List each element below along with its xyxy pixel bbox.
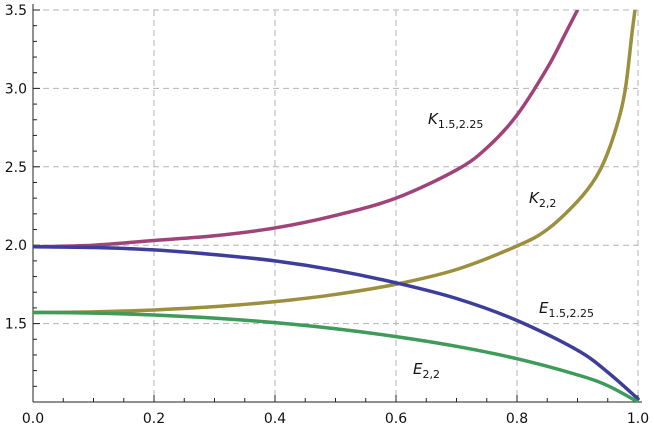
y-tick-label: 2.5 bbox=[5, 160, 27, 176]
y-tick-label: 2.0 bbox=[5, 238, 27, 254]
x-tick-label: 0.2 bbox=[143, 411, 165, 427]
x-tick-label: 0.8 bbox=[506, 411, 528, 427]
y-tick-label: 1.5 bbox=[5, 317, 27, 333]
series-line-3 bbox=[33, 245, 640, 401]
curve-label-1: K1.5,2.25 bbox=[428, 110, 483, 131]
series-lines bbox=[33, 10, 640, 402]
x-tick-label: 1.0 bbox=[627, 411, 649, 427]
x-tick-label: 0.6 bbox=[385, 411, 407, 427]
curve-label-4: E2,2 bbox=[413, 360, 440, 381]
curve-label-2: K2,2 bbox=[529, 189, 556, 210]
curve-label-3: E1.5,2.25 bbox=[539, 299, 594, 320]
y-tick-label: 3.0 bbox=[5, 81, 27, 97]
series-line-1 bbox=[33, 10, 580, 249]
ticks: 0.0 0.2 0.4 0.6 0.8 1.0 1.5 2.0 2.5 3.0 3.5 bbox=[5, 3, 649, 427]
axes bbox=[32, 4, 642, 403]
series-line-4 bbox=[33, 310, 640, 402]
x-tick-label: 0.4 bbox=[264, 411, 286, 427]
grid-lines bbox=[33, 9, 639, 402]
curve-labels: K1.5,2.25 K2,2 E1.5,2.25 E2,2 bbox=[413, 110, 594, 381]
x-tick-label: 0.0 bbox=[22, 411, 44, 427]
y-tick-label: 3.5 bbox=[5, 3, 27, 19]
series-line-2 bbox=[33, 10, 637, 315]
